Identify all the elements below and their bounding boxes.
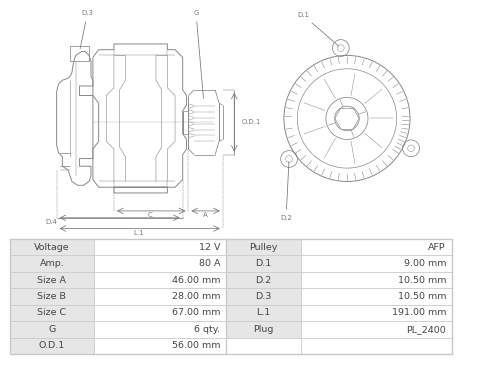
FancyBboxPatch shape <box>226 305 301 321</box>
Text: Size B: Size B <box>37 292 66 301</box>
FancyBboxPatch shape <box>226 338 301 354</box>
Text: 191.00 mm: 191.00 mm <box>392 308 446 317</box>
Text: L.1: L.1 <box>133 230 144 236</box>
Text: O.D.1: O.D.1 <box>39 341 65 350</box>
Text: Size C: Size C <box>37 308 66 317</box>
Text: G: G <box>48 325 56 334</box>
FancyBboxPatch shape <box>10 321 94 338</box>
FancyBboxPatch shape <box>94 321 226 338</box>
Text: A: A <box>203 212 208 218</box>
Text: Plug: Plug <box>253 325 274 334</box>
Text: D.1: D.1 <box>297 12 339 46</box>
FancyBboxPatch shape <box>226 321 301 338</box>
FancyBboxPatch shape <box>10 288 94 305</box>
FancyBboxPatch shape <box>10 255 94 272</box>
Text: AFP: AFP <box>429 243 446 252</box>
FancyBboxPatch shape <box>94 239 226 255</box>
Text: 56.00 mm: 56.00 mm <box>172 341 220 350</box>
FancyBboxPatch shape <box>301 338 452 354</box>
FancyBboxPatch shape <box>301 239 452 255</box>
Text: L.1: L.1 <box>256 308 271 317</box>
FancyBboxPatch shape <box>226 288 301 305</box>
FancyBboxPatch shape <box>10 272 94 288</box>
Text: G: G <box>193 11 204 99</box>
FancyBboxPatch shape <box>226 239 301 255</box>
FancyBboxPatch shape <box>226 272 301 288</box>
FancyBboxPatch shape <box>301 272 452 288</box>
FancyBboxPatch shape <box>94 255 226 272</box>
Text: 9.00 mm: 9.00 mm <box>404 259 446 268</box>
FancyBboxPatch shape <box>10 239 94 255</box>
FancyBboxPatch shape <box>301 288 452 305</box>
FancyBboxPatch shape <box>301 305 452 321</box>
FancyBboxPatch shape <box>94 272 226 288</box>
Text: O.D.1: O.D.1 <box>242 119 261 125</box>
Text: D.1: D.1 <box>255 259 272 268</box>
FancyBboxPatch shape <box>301 255 452 272</box>
FancyBboxPatch shape <box>94 338 226 354</box>
Text: Size A: Size A <box>37 276 66 285</box>
Text: 46.00 mm: 46.00 mm <box>172 276 220 285</box>
Text: D.4: D.4 <box>45 219 57 225</box>
Text: 12 V: 12 V <box>199 243 220 252</box>
FancyBboxPatch shape <box>94 288 226 305</box>
Text: C: C <box>148 212 153 218</box>
FancyBboxPatch shape <box>94 305 226 321</box>
FancyBboxPatch shape <box>301 321 452 338</box>
Text: 67.00 mm: 67.00 mm <box>172 308 220 317</box>
Text: 28.00 mm: 28.00 mm <box>172 292 220 301</box>
Text: Pulley: Pulley <box>249 243 278 252</box>
Text: 80 A: 80 A <box>199 259 220 268</box>
Text: D.2: D.2 <box>280 162 292 221</box>
FancyBboxPatch shape <box>226 255 301 272</box>
Text: Amp.: Amp. <box>39 259 64 268</box>
Text: D.2: D.2 <box>255 276 272 285</box>
Text: D.3: D.3 <box>80 11 94 49</box>
FancyBboxPatch shape <box>10 305 94 321</box>
Text: PL_2400: PL_2400 <box>406 325 446 334</box>
FancyBboxPatch shape <box>10 338 94 354</box>
Text: 10.50 mm: 10.50 mm <box>397 276 446 285</box>
Text: Voltage: Voltage <box>34 243 70 252</box>
Text: 10.50 mm: 10.50 mm <box>397 292 446 301</box>
Text: D.3: D.3 <box>255 292 272 301</box>
Text: 6 qty.: 6 qty. <box>194 325 220 334</box>
